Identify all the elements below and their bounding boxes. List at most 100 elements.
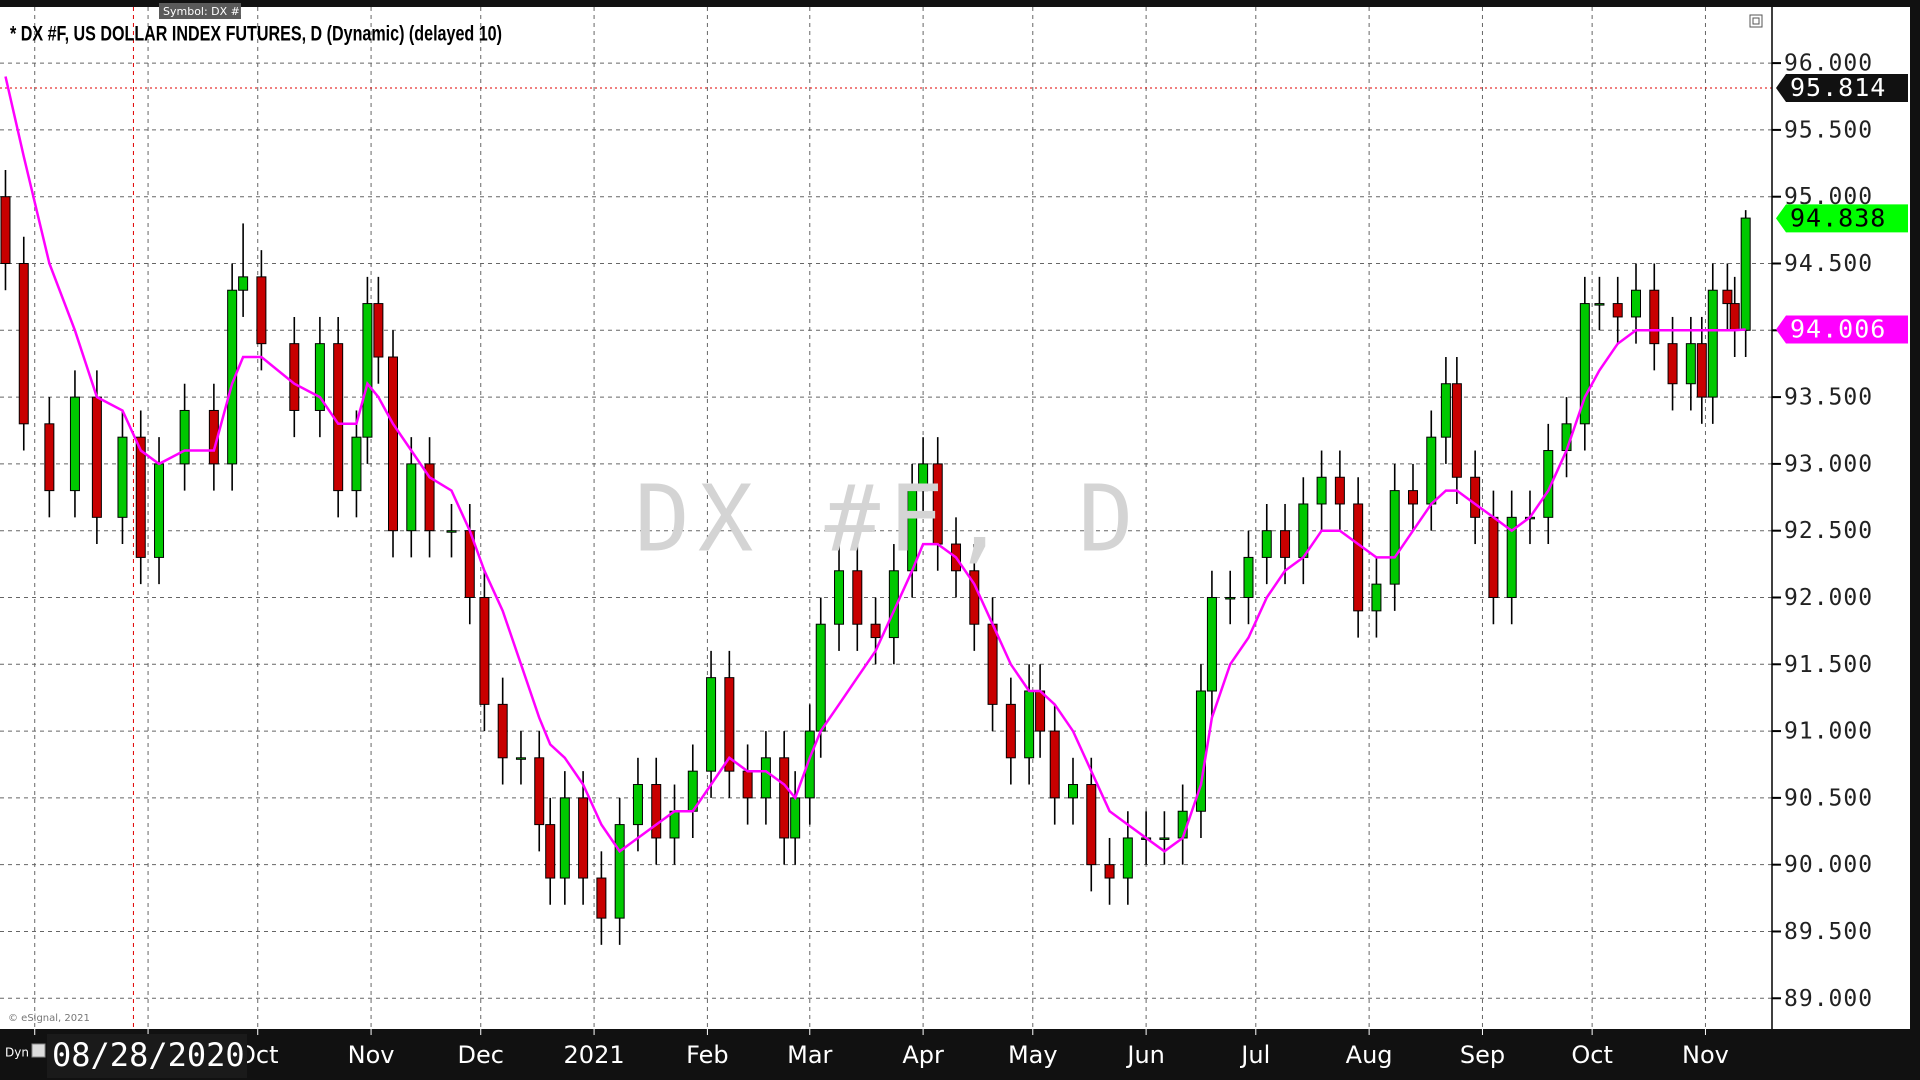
x-tick-label: Aug bbox=[1346, 1041, 1393, 1069]
candle-body bbox=[1612, 303, 1623, 318]
y-tick-label: 95.500 bbox=[1784, 117, 1873, 143]
price-axis: 89.000 89.500 90.000 90.500 91.000 91.500 92.0… bbox=[1772, 51, 1908, 1012]
candle-body bbox=[479, 596, 490, 705]
cursor-date-box bbox=[47, 1034, 247, 1078]
candle-body bbox=[632, 784, 643, 826]
candle-body bbox=[1722, 289, 1733, 305]
candle-body bbox=[534, 757, 545, 826]
time-axis-bar bbox=[0, 1029, 1920, 1080]
candle-body bbox=[669, 810, 680, 839]
candle-body bbox=[91, 396, 102, 518]
restore-button[interactable] bbox=[1749, 14, 1763, 28]
x-tick-label: Nov bbox=[348, 1041, 395, 1069]
candle-body bbox=[815, 623, 826, 732]
x-tick-label: Sep bbox=[1460, 1041, 1505, 1069]
candle-body bbox=[578, 797, 589, 879]
candle-body bbox=[1280, 530, 1291, 558]
x-tick-label: Dec bbox=[458, 1041, 504, 1069]
candle-body bbox=[44, 423, 55, 492]
candle-body bbox=[154, 463, 165, 558]
x-tick-label: Mar bbox=[787, 1041, 832, 1069]
candle-body bbox=[1729, 303, 1740, 331]
candle-body bbox=[351, 436, 362, 492]
price-tag-label: 94.838 bbox=[1790, 203, 1886, 232]
candle-body bbox=[1579, 303, 1590, 425]
candle-body bbox=[1631, 289, 1642, 318]
tooltip-box bbox=[159, 3, 241, 19]
candle-body bbox=[790, 797, 801, 839]
candle-body bbox=[614, 824, 625, 919]
candle-body bbox=[870, 623, 881, 639]
x-tick-label: Oct bbox=[1571, 1041, 1613, 1069]
candle-body bbox=[742, 770, 753, 799]
corner-label: Dyn bbox=[5, 1046, 29, 1060]
x-tick-label: Feb bbox=[686, 1041, 729, 1069]
candle-body bbox=[1440, 383, 1451, 438]
y-tick-label: 91.000 bbox=[1784, 719, 1873, 745]
candle-body bbox=[179, 409, 190, 465]
y-tick-label: 93.500 bbox=[1784, 385, 1873, 411]
x-tick-label: Apr bbox=[902, 1041, 944, 1069]
candle-body bbox=[1506, 516, 1517, 598]
candle-body bbox=[1696, 343, 1707, 398]
candle-body bbox=[1707, 289, 1718, 398]
candle-body bbox=[1298, 503, 1309, 558]
candle-body bbox=[969, 570, 980, 625]
candle-body bbox=[918, 463, 929, 492]
candle-body bbox=[446, 530, 457, 533]
candle-body bbox=[804, 730, 815, 799]
price-tag bbox=[1776, 315, 1908, 344]
corner-icon[interactable] bbox=[31, 1043, 46, 1058]
candle-body bbox=[1667, 343, 1678, 385]
candle-body bbox=[388, 356, 399, 532]
candle-body bbox=[515, 757, 526, 760]
restore-icon bbox=[1752, 17, 1760, 25]
candle-body bbox=[1389, 490, 1400, 585]
candle-body bbox=[987, 623, 998, 705]
symbol-tooltip: Symbol: DX #F bbox=[163, 5, 246, 18]
candle-body bbox=[724, 677, 735, 772]
y-tick-label: 90.500 bbox=[1784, 785, 1873, 811]
candle-body bbox=[1005, 703, 1016, 759]
candle-body bbox=[362, 303, 373, 438]
candle-body bbox=[314, 343, 325, 411]
candle-body bbox=[1067, 784, 1078, 799]
x-tick-label: 2021 bbox=[564, 1041, 625, 1069]
candle-body bbox=[424, 463, 435, 532]
candle-body bbox=[0, 196, 11, 265]
copyright: © eSignal, 2021 bbox=[8, 1013, 90, 1024]
candle-body bbox=[117, 436, 128, 518]
candle-body bbox=[135, 436, 146, 558]
right-edge bbox=[1910, 0, 1920, 1080]
time-axis: Oct Nov Dec 2021 Feb Mar Apr May Jun Jul Aug Sep Oct… bbox=[34, 1029, 1729, 1069]
candle-body bbox=[289, 343, 300, 411]
candle-body bbox=[706, 677, 717, 772]
watermark: DX #F, D bbox=[634, 465, 1141, 572]
y-tick-label: 96.000 bbox=[1784, 51, 1873, 77]
candle-body bbox=[1649, 289, 1660, 345]
x-tick-label: Jul bbox=[1239, 1041, 1270, 1069]
candle-body bbox=[69, 396, 80, 492]
candle-body bbox=[1470, 476, 1481, 518]
price-tag-label: 94.006 bbox=[1790, 314, 1886, 343]
candle-body bbox=[1049, 730, 1060, 799]
candle-body bbox=[1261, 530, 1272, 558]
candle-body bbox=[256, 276, 267, 345]
candle-body bbox=[1159, 837, 1170, 840]
candle-body bbox=[1407, 490, 1418, 505]
candle-body bbox=[1685, 343, 1696, 385]
candle-body bbox=[373, 303, 384, 358]
candle-body bbox=[888, 570, 899, 639]
chart-title: * DX #F, US DOLLAR INDEX FUTURES, D (Dyn… bbox=[10, 23, 502, 46]
candle-body bbox=[834, 570, 845, 625]
candle-body bbox=[545, 824, 556, 879]
candle-body bbox=[1104, 864, 1115, 879]
cursor-date: 08/28/2020 bbox=[52, 1036, 245, 1074]
candle-body bbox=[1371, 583, 1382, 612]
candle-body bbox=[1086, 784, 1097, 866]
candle-body bbox=[1488, 516, 1499, 598]
x-tick-label: Jun bbox=[1125, 1041, 1165, 1069]
